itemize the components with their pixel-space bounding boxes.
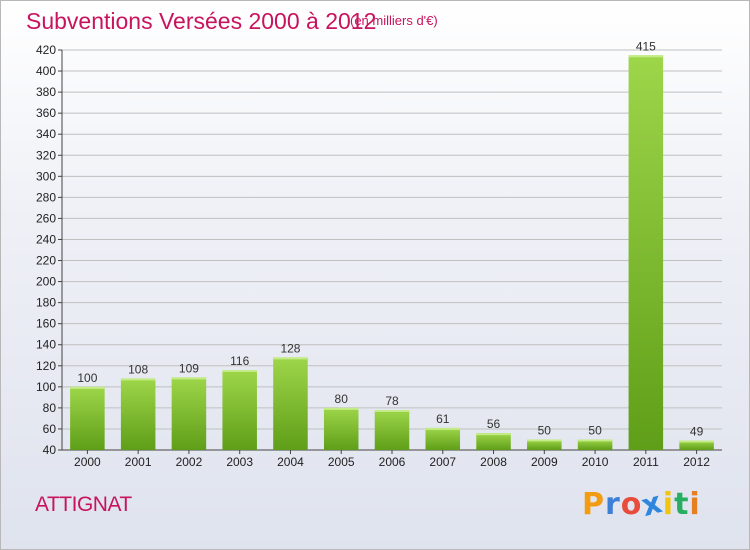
y-tick-label: 100 <box>36 380 56 394</box>
y-tick-label: 400 <box>36 64 56 78</box>
commune-name: ATTIGNAT <box>35 493 132 516</box>
chart-title: Subventions Versées 2000 à 2012 <box>26 8 377 34</box>
bar-2012 <box>679 440 714 450</box>
data-label-2002: 109 <box>179 361 199 375</box>
x-tick-label-2002: 2002 <box>176 455 203 469</box>
y-tick-label: 240 <box>36 232 56 246</box>
data-label-2003: 116 <box>230 354 249 368</box>
y-tick-label: 80 <box>43 401 57 415</box>
y-tick-label: 420 <box>36 43 56 57</box>
y-tick-label: 220 <box>36 254 56 268</box>
y-tick-label: 160 <box>36 317 56 331</box>
data-label-2012: 49 <box>690 425 704 439</box>
y-tick-label: 380 <box>36 85 56 99</box>
x-tick-label-2012: 2012 <box>683 455 710 469</box>
bar-2009 <box>527 439 562 450</box>
bar-highlight <box>527 439 562 442</box>
x-tick-label-2005: 2005 <box>328 455 355 469</box>
y-tick-label: 140 <box>36 338 56 352</box>
bar-2004 <box>273 357 308 450</box>
x-tick-label-2001: 2001 <box>125 455 152 469</box>
labels: 100 108 109 116 128 80 78 61 56 50 50 415 49 <box>77 39 703 438</box>
x-tick-label-2000: 2000 <box>74 455 101 469</box>
data-label-2011: 415 <box>636 39 656 53</box>
bar-highlight <box>476 433 511 436</box>
bar-2011 <box>628 55 664 451</box>
bars <box>70 55 714 451</box>
bar-highlight <box>273 357 308 360</box>
x-tick-label-2008: 2008 <box>480 455 507 469</box>
y-tick-label: 40 <box>43 443 57 457</box>
bar-highlight <box>70 386 105 389</box>
bar-highlight <box>628 55 664 58</box>
logo-letter: i <box>689 487 701 522</box>
proxiti-logo[interactable]: Proxiti <box>582 485 701 524</box>
y-tick-label: 340 <box>36 127 56 141</box>
x-tick-label-2007: 2007 <box>429 455 456 469</box>
x-tick-label-2003: 2003 <box>226 455 253 469</box>
y-tick-label: 280 <box>36 190 56 204</box>
bar-2007 <box>425 427 461 450</box>
bar-2000 <box>70 386 105 450</box>
y-tick-label: 320 <box>36 148 56 162</box>
y-tick-label: 200 <box>36 275 56 289</box>
x-tick-label-2009: 2009 <box>531 455 558 469</box>
bar-highlight <box>222 370 257 372</box>
logo-letter: t <box>674 487 690 522</box>
bar-highlight <box>323 407 359 410</box>
bar-2002 <box>171 377 207 450</box>
gridlines <box>62 49 722 451</box>
data-label-2001: 108 <box>128 362 148 376</box>
logo-letter: P <box>582 487 605 522</box>
bar-highlight <box>577 439 613 442</box>
data-label-2009: 50 <box>538 423 552 437</box>
logo-letter: i <box>662 487 675 522</box>
data-label-2008: 56 <box>487 417 501 431</box>
logo-letter: r <box>605 487 621 522</box>
chart-subtitle: (en milliers d'€) <box>350 13 438 28</box>
y-tick-label: 60 <box>43 422 57 436</box>
y-tick-label: 360 <box>36 106 56 120</box>
y-tick-label: 260 <box>36 211 56 225</box>
bar-2008 <box>476 433 511 450</box>
bar-2005 <box>323 407 359 450</box>
bar-highlight <box>120 378 156 381</box>
x-tick-label-2010: 2010 <box>582 455 609 469</box>
bar-2003 <box>222 370 257 450</box>
y-tick-label: 120 <box>36 359 56 373</box>
data-label-2005: 80 <box>335 392 349 406</box>
bar-2001 <box>120 378 156 450</box>
bar-2006 <box>374 410 410 450</box>
x-tick-label-2011: 2011 <box>633 455 659 469</box>
y-tick-label: 300 <box>36 169 56 183</box>
y-tick-label: 180 <box>36 296 56 310</box>
x-tick-label-2004: 2004 <box>277 455 304 469</box>
bar-2010 <box>577 439 613 450</box>
bar-highlight <box>171 377 207 380</box>
logo-letter: o <box>620 487 643 522</box>
data-label-2007: 61 <box>436 412 450 426</box>
x-tick-label-2006: 2006 <box>379 455 406 469</box>
bar-highlight <box>374 410 410 412</box>
data-label-2010: 50 <box>588 423 602 437</box>
data-label-2000: 100 <box>77 371 97 385</box>
bar-highlight <box>679 440 714 443</box>
data-label-2004: 128 <box>280 341 300 355</box>
data-label-2006: 78 <box>385 394 399 408</box>
bar-highlight <box>425 427 461 430</box>
